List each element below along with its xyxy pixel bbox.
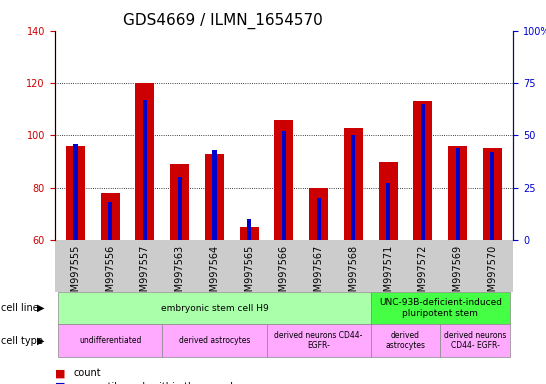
Bar bbox=[317, 198, 321, 240]
Bar bbox=[205, 154, 224, 240]
Text: derived neurons CD44-
EGFR-: derived neurons CD44- EGFR- bbox=[275, 331, 363, 351]
Bar bbox=[351, 136, 355, 240]
Bar bbox=[378, 162, 397, 240]
Bar bbox=[66, 146, 85, 240]
Text: UNC-93B-deficient-induced
pluripotent stem: UNC-93B-deficient-induced pluripotent st… bbox=[379, 298, 502, 318]
Bar bbox=[309, 188, 328, 240]
Bar bbox=[73, 144, 78, 240]
Text: count: count bbox=[74, 368, 102, 378]
Text: derived neurons
CD44- EGFR-: derived neurons CD44- EGFR- bbox=[444, 331, 506, 351]
Bar bbox=[100, 193, 120, 240]
Bar bbox=[386, 184, 390, 240]
Text: embryonic stem cell H9: embryonic stem cell H9 bbox=[161, 304, 268, 313]
Text: cell type: cell type bbox=[1, 336, 43, 346]
Bar bbox=[108, 202, 112, 240]
Bar bbox=[483, 149, 502, 240]
Text: ■: ■ bbox=[55, 368, 65, 378]
Text: GDS4669 / ILMN_1654570: GDS4669 / ILMN_1654570 bbox=[123, 13, 323, 29]
Bar bbox=[274, 120, 294, 240]
Text: percentile rank within the sample: percentile rank within the sample bbox=[74, 382, 239, 384]
Text: ▶: ▶ bbox=[37, 303, 45, 313]
Bar bbox=[448, 146, 467, 240]
Text: derived astrocytes: derived astrocytes bbox=[179, 336, 250, 345]
Bar bbox=[177, 177, 182, 240]
Bar bbox=[170, 164, 189, 240]
Text: ▶: ▶ bbox=[37, 336, 45, 346]
Bar bbox=[455, 148, 460, 240]
Text: derived
astrocytes: derived astrocytes bbox=[385, 331, 425, 351]
Bar bbox=[240, 227, 259, 240]
Text: undifferentiated: undifferentiated bbox=[79, 336, 141, 345]
Bar bbox=[135, 83, 155, 240]
Bar bbox=[247, 219, 251, 240]
Text: cell line: cell line bbox=[1, 303, 39, 313]
Bar bbox=[344, 127, 363, 240]
Text: ■: ■ bbox=[55, 382, 65, 384]
Bar bbox=[282, 131, 286, 240]
Bar bbox=[413, 101, 432, 240]
Bar bbox=[143, 100, 147, 240]
Bar bbox=[490, 152, 495, 240]
Bar bbox=[212, 150, 217, 240]
Bar bbox=[421, 104, 425, 240]
